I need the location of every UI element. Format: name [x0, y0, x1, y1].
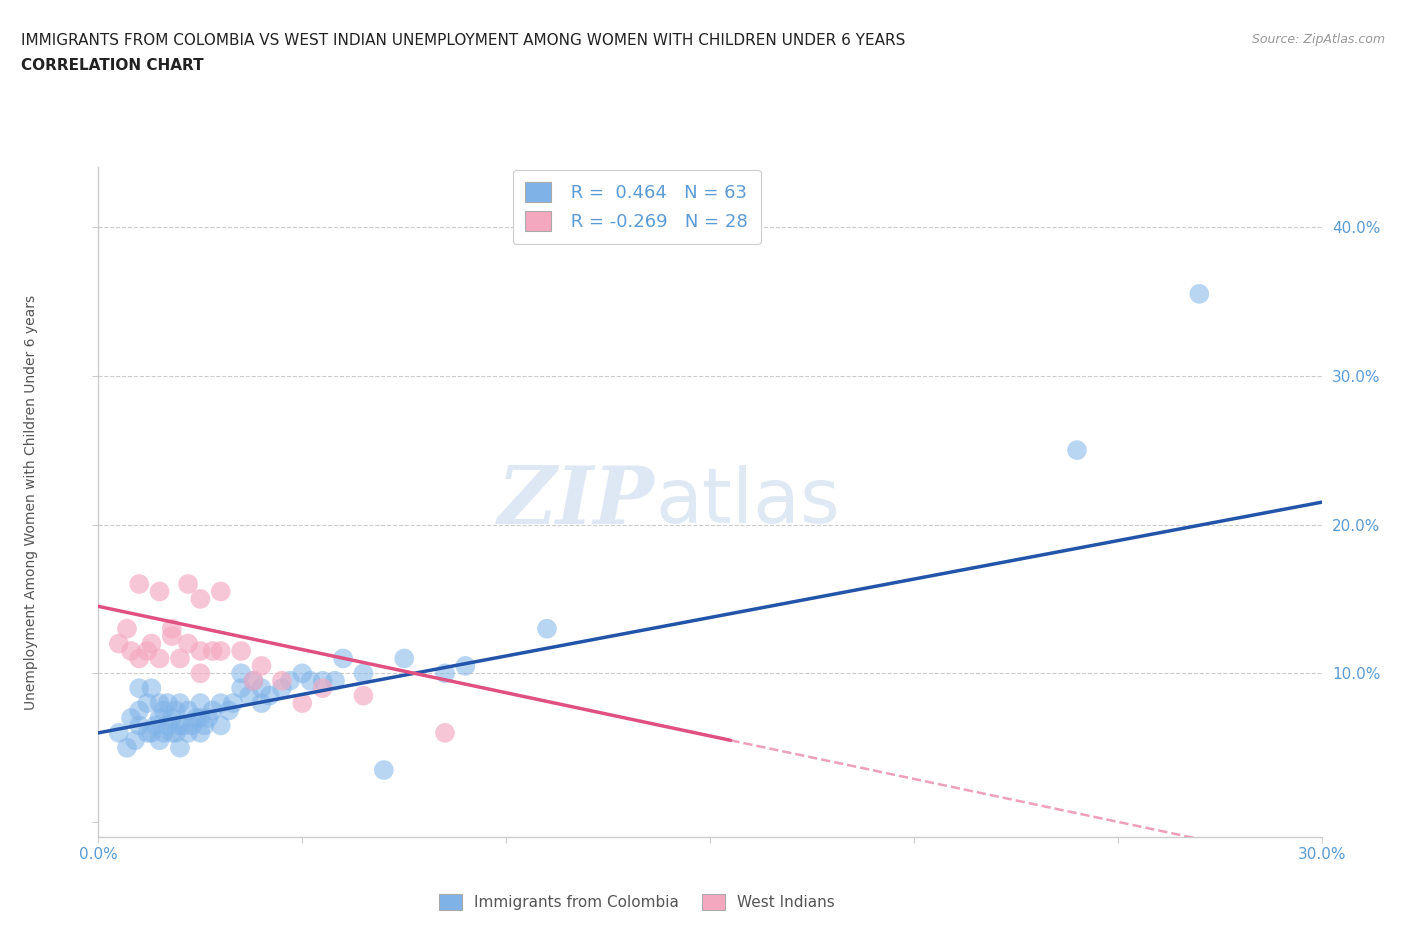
Point	[160, 621, 183, 636]
Point	[141, 725, 163, 740]
Point	[536, 621, 558, 636]
Point	[222, 696, 245, 711]
Point	[128, 577, 150, 591]
Point	[186, 711, 208, 725]
Point	[218, 703, 240, 718]
Point	[108, 636, 131, 651]
Point	[188, 725, 212, 740]
Point	[250, 681, 273, 696]
Point	[1066, 443, 1088, 458]
Point	[188, 696, 212, 711]
Point	[201, 644, 224, 658]
Point	[291, 696, 314, 711]
Point	[352, 688, 374, 703]
Point	[149, 584, 172, 599]
Point	[181, 718, 204, 733]
Point	[188, 711, 212, 725]
Point	[209, 584, 232, 599]
Point	[209, 644, 232, 658]
Point	[173, 718, 195, 733]
Point	[454, 658, 477, 673]
Point	[136, 644, 159, 658]
Point	[149, 696, 172, 711]
Point	[1188, 286, 1211, 301]
Point	[373, 763, 395, 777]
Point	[201, 703, 224, 718]
Point	[160, 711, 183, 725]
Point	[156, 718, 179, 733]
Point	[231, 681, 253, 696]
Point	[270, 673, 294, 688]
Point	[177, 725, 200, 740]
Point	[124, 733, 146, 748]
Point	[270, 681, 294, 696]
Point	[169, 740, 191, 755]
Point	[149, 733, 172, 748]
Point	[231, 666, 253, 681]
Point	[136, 725, 159, 740]
Point	[149, 651, 172, 666]
Point	[188, 644, 212, 658]
Point	[250, 658, 273, 673]
Point	[193, 718, 215, 733]
Point	[312, 681, 335, 696]
Point	[434, 666, 457, 681]
Point	[177, 703, 200, 718]
Point	[145, 718, 167, 733]
Point	[242, 673, 264, 688]
Point	[152, 703, 174, 718]
Point	[392, 651, 416, 666]
Text: atlas: atlas	[655, 465, 839, 539]
Point	[115, 621, 138, 636]
Text: IMMIGRANTS FROM COLOMBIA VS WEST INDIAN UNEMPLOYMENT AMONG WOMEN WITH CHILDREN U: IMMIGRANTS FROM COLOMBIA VS WEST INDIAN …	[21, 33, 905, 47]
Text: ZIP: ZIP	[498, 463, 655, 541]
Point	[108, 725, 131, 740]
Point	[149, 711, 172, 725]
Point	[169, 651, 191, 666]
Point	[128, 703, 150, 718]
Point	[156, 696, 179, 711]
Point	[141, 636, 163, 651]
Point	[278, 673, 301, 688]
Text: Unemployment Among Women with Children Under 6 years: Unemployment Among Women with Children U…	[24, 295, 38, 710]
Point	[165, 725, 187, 740]
Point	[238, 688, 260, 703]
Point	[434, 725, 457, 740]
Point	[323, 673, 346, 688]
Point	[188, 591, 212, 606]
Point	[152, 725, 174, 740]
Point	[141, 681, 163, 696]
Point	[160, 629, 183, 644]
Text: Source: ZipAtlas.com: Source: ZipAtlas.com	[1251, 33, 1385, 46]
Point	[177, 636, 200, 651]
Point	[120, 711, 142, 725]
Point	[242, 673, 264, 688]
Point	[169, 718, 191, 733]
Point	[209, 696, 232, 711]
Point	[136, 696, 159, 711]
Point	[165, 703, 187, 718]
Point	[291, 666, 314, 681]
Point	[188, 666, 212, 681]
Point	[128, 651, 150, 666]
Point	[312, 673, 335, 688]
Point	[115, 740, 138, 755]
Point	[231, 644, 253, 658]
Point	[352, 666, 374, 681]
Point	[332, 651, 354, 666]
Point	[120, 644, 142, 658]
Point	[128, 681, 150, 696]
Point	[209, 718, 232, 733]
Point	[299, 673, 322, 688]
Point	[128, 718, 150, 733]
Point	[250, 696, 273, 711]
Point	[160, 725, 183, 740]
Point	[169, 696, 191, 711]
Text: CORRELATION CHART: CORRELATION CHART	[21, 58, 204, 73]
Point	[197, 711, 219, 725]
Point	[177, 577, 200, 591]
Legend: Immigrants from Colombia, West Indians: Immigrants from Colombia, West Indians	[433, 888, 841, 916]
Point	[259, 688, 281, 703]
